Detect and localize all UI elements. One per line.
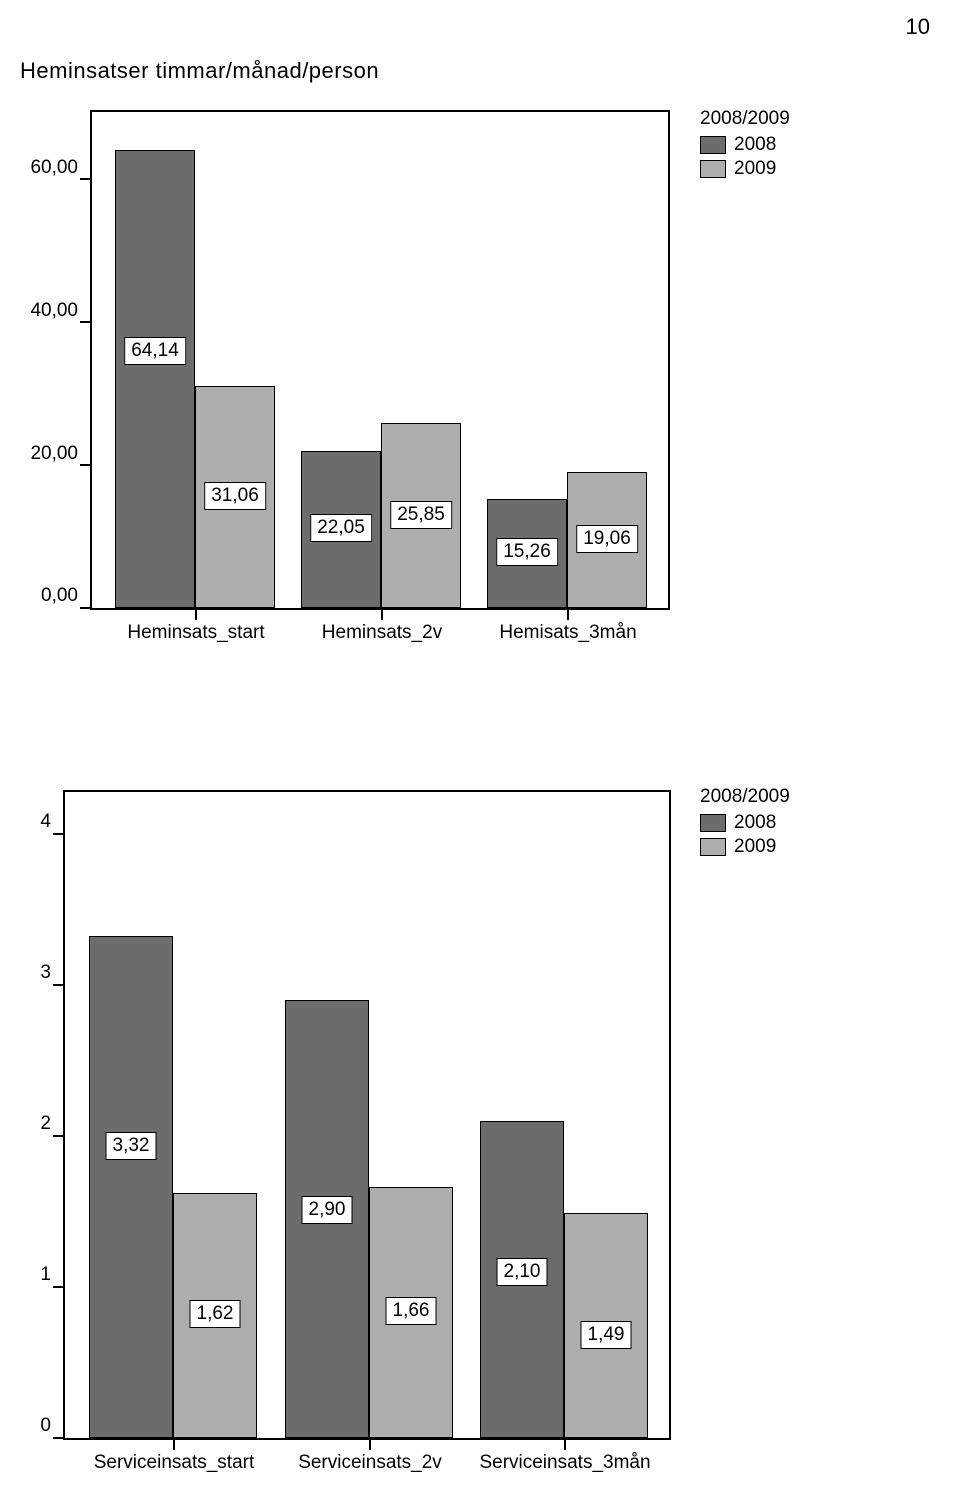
chart1-legend-row-1: 2009 <box>700 158 790 180</box>
chart2-ytick-4: 4 <box>40 811 65 833</box>
chart2-legend-row-1: 2009 <box>700 836 790 858</box>
chart2-ytick-3: 3 <box>40 962 65 984</box>
chart2-legend-swatch-1 <box>700 838 726 856</box>
chart2-legend-label-0: 2008 <box>734 812 776 834</box>
chart2-label-2008-1: 2,90 <box>302 1196 353 1224</box>
chart1-legend-label-0: 2008 <box>734 134 776 156</box>
chart1-label-2009-1: 25,85 <box>390 501 452 529</box>
chart1-frame: 0,00 20,00 40,00 60,00 Heminsats_start H… <box>90 110 670 610</box>
chart1-legend-title: 2008/2009 <box>700 108 790 130</box>
chart2-label-2009-1: 1,66 <box>386 1297 437 1325</box>
chart2-ytick-0: 0 <box>40 1415 65 1437</box>
chart1-ytick-2: 40,00 <box>30 300 92 322</box>
chart2-xtick-0: Serviceinsats_start <box>94 1438 255 1474</box>
chart1-label-2009-2: 19,06 <box>576 525 638 553</box>
chart2-legend-swatch-0 <box>700 814 726 832</box>
page: 10 Heminsatser timmar/månad/person 0,00 … <box>0 0 960 1497</box>
chart2-ytick-1: 1 <box>40 1264 65 1286</box>
chart1-xtick-0: Heminsats_start <box>127 608 264 644</box>
chart2-label-2009-0: 1,62 <box>190 1300 241 1328</box>
chart2-frame: 0 1 2 3 4 Serviceinsats_start Serviceins… <box>63 790 671 1440</box>
chart2-ytick-2: 2 <box>40 1113 65 1135</box>
chart2-legend-title: 2008/2009 <box>700 786 790 808</box>
chart2-label-2008-2: 2,10 <box>497 1258 548 1286</box>
chart1-legend-swatch-1 <box>700 160 726 178</box>
page-number: 10 <box>906 14 930 40</box>
chart1-xtick-2: Hemisats_3mån <box>499 608 636 644</box>
chart1-label-2008-1: 22,05 <box>310 514 372 542</box>
chart1-label-2008-0: 64,14 <box>124 337 186 365</box>
chart1-legend-row-0: 2008 <box>700 134 790 156</box>
chart1-label-2008-2: 15,26 <box>496 538 558 566</box>
chart2-label-2008-0: 3,32 <box>106 1132 157 1160</box>
chart1-legend-swatch-0 <box>700 136 726 154</box>
chart1-xtick-1: Heminsats_2v <box>322 608 442 644</box>
chart1-title: Heminsatser timmar/månad/person <box>20 58 379 84</box>
chart1-bar-2008-0 <box>115 150 195 608</box>
chart1-legend: 2008/2009 2008 2009 <box>700 108 790 180</box>
chart1-ytick-3: 60,00 <box>30 157 92 179</box>
chart2-label-2009-2: 1,49 <box>581 1321 632 1349</box>
chart1-ytick-1: 20,00 <box>30 443 92 465</box>
chart2-xtick-2: Serviceinsats_3mån <box>479 1438 650 1474</box>
chart2-legend-row-0: 2008 <box>700 812 790 834</box>
chart1-legend-label-1: 2009 <box>734 158 776 180</box>
chart1-label-2009-0: 31,06 <box>204 482 266 510</box>
chart1-ytick-0: 0,00 <box>41 585 92 607</box>
chart2-xtick-1: Serviceinsats_2v <box>298 1438 442 1474</box>
chart2-legend: 2008/2009 2008 2009 <box>700 786 790 858</box>
chart2-legend-label-1: 2009 <box>734 836 776 858</box>
chart2-bar-2008-0 <box>89 936 173 1438</box>
